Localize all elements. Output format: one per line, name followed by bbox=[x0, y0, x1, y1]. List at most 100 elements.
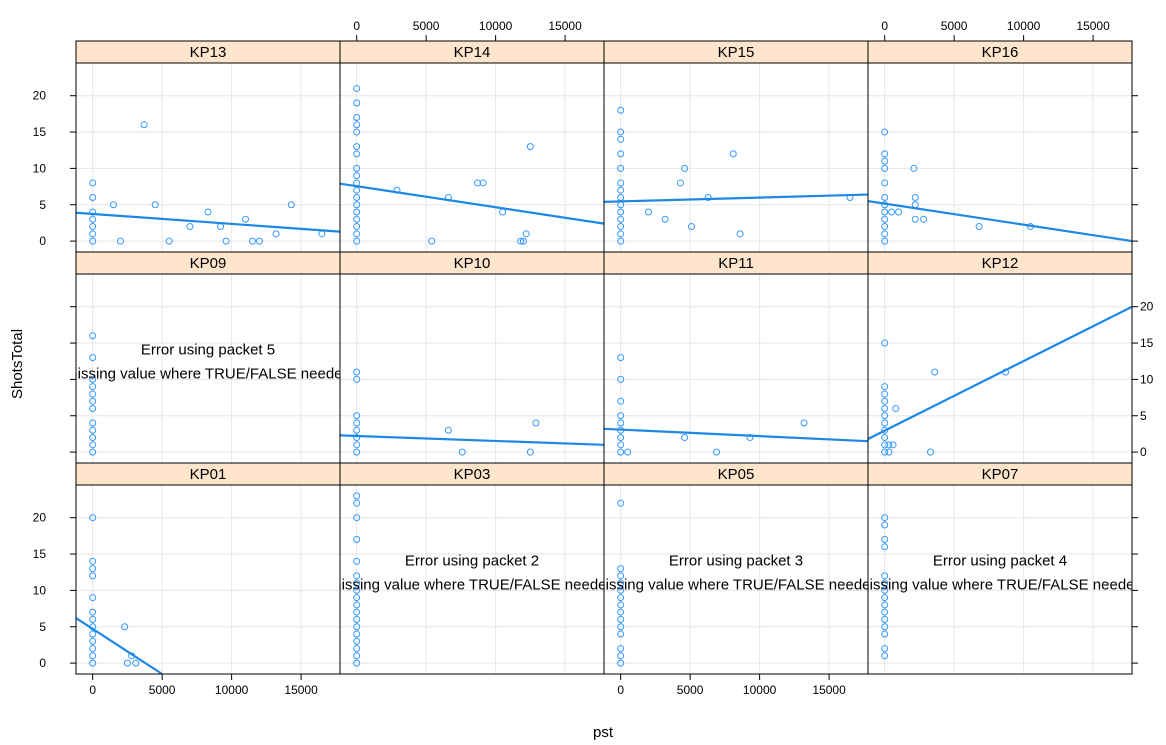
data-layer: Error using packet 5 missing value where … bbox=[76, 84, 1132, 674]
data-point bbox=[617, 645, 625, 653]
data-point bbox=[353, 193, 361, 201]
data-point bbox=[617, 215, 625, 223]
data-point bbox=[353, 164, 361, 172]
data-point bbox=[204, 208, 212, 216]
y-tick-label: 10 bbox=[33, 583, 47, 597]
data-point bbox=[617, 572, 625, 580]
data-point bbox=[353, 637, 361, 645]
data-point bbox=[89, 237, 97, 245]
data-point bbox=[617, 659, 625, 667]
regression-line bbox=[76, 211, 340, 233]
data-point bbox=[885, 448, 893, 456]
y-tick-label: 5 bbox=[1140, 409, 1147, 423]
data-point bbox=[89, 230, 97, 238]
data-point bbox=[624, 448, 632, 456]
regression-line bbox=[868, 305, 1132, 440]
data-point bbox=[617, 579, 625, 587]
data-point bbox=[881, 150, 889, 158]
error-message-title: Error using packet 3 bbox=[669, 553, 803, 570]
data-point bbox=[617, 594, 625, 602]
x-tick-label: 10000 bbox=[215, 683, 249, 697]
data-point bbox=[881, 434, 889, 442]
x-tick-label: 0 bbox=[353, 19, 360, 33]
data-point bbox=[287, 201, 295, 209]
panel-data-kp13 bbox=[76, 121, 340, 245]
x-tick-label: 0 bbox=[617, 683, 624, 697]
data-point bbox=[479, 179, 487, 187]
data-point bbox=[911, 193, 919, 201]
data-point bbox=[892, 404, 900, 412]
data-point bbox=[353, 412, 361, 420]
y-tick-label: 20 bbox=[33, 89, 47, 103]
panel-data-kp10 bbox=[340, 368, 604, 456]
data-point bbox=[881, 397, 889, 405]
panel-data-kp14 bbox=[340, 84, 604, 245]
data-point bbox=[881, 179, 889, 187]
x-tick-label: 5000 bbox=[413, 19, 440, 33]
data-point bbox=[881, 237, 889, 245]
data-point bbox=[617, 630, 625, 638]
data-point bbox=[353, 514, 361, 522]
data-point bbox=[353, 426, 361, 434]
data-point bbox=[617, 237, 625, 245]
data-point bbox=[353, 615, 361, 623]
data-point bbox=[617, 128, 625, 136]
data-point bbox=[499, 208, 507, 216]
y-tick-label: 15 bbox=[33, 547, 47, 561]
data-point bbox=[881, 601, 889, 609]
data-point bbox=[353, 441, 361, 449]
data-point bbox=[881, 448, 889, 456]
x-tick-label: 15000 bbox=[284, 683, 318, 697]
data-point bbox=[89, 608, 97, 616]
data-point bbox=[617, 615, 625, 623]
data-point bbox=[881, 419, 889, 427]
data-point bbox=[89, 397, 97, 405]
data-point bbox=[353, 623, 361, 631]
data-point bbox=[931, 368, 939, 376]
panel-frame bbox=[867, 62, 1133, 253]
data-point bbox=[353, 201, 361, 209]
x-tick-label: 10000 bbox=[479, 19, 513, 33]
data-point bbox=[895, 208, 903, 216]
data-point bbox=[353, 99, 361, 107]
data-point bbox=[617, 608, 625, 616]
data-point bbox=[353, 172, 361, 180]
regression-line bbox=[604, 427, 868, 443]
panel-frame bbox=[339, 273, 605, 464]
data-point bbox=[444, 426, 452, 434]
grid-layer bbox=[76, 63, 1132, 674]
data-point bbox=[353, 114, 361, 122]
data-point bbox=[920, 215, 928, 223]
data-point bbox=[617, 419, 625, 427]
regression-line bbox=[340, 434, 604, 446]
data-point bbox=[885, 441, 893, 449]
data-point bbox=[617, 652, 625, 660]
panel-data-kp01 bbox=[76, 514, 163, 674]
data-point bbox=[353, 215, 361, 223]
data-point bbox=[353, 368, 361, 376]
error-message-detail: missing value where TRUE/FALSE needed bbox=[593, 577, 879, 594]
data-point bbox=[89, 215, 97, 223]
data-point bbox=[89, 645, 97, 653]
data-point bbox=[165, 237, 173, 245]
data-point bbox=[353, 434, 361, 442]
data-point bbox=[353, 230, 361, 238]
data-point bbox=[353, 586, 361, 594]
error-message-detail: missing value where TRUE/FALSE needed bbox=[329, 577, 615, 594]
data-point bbox=[517, 237, 525, 245]
data-point bbox=[89, 434, 97, 442]
data-point bbox=[526, 448, 534, 456]
data-point bbox=[975, 223, 983, 231]
data-point bbox=[353, 499, 361, 507]
data-point bbox=[353, 536, 361, 544]
data-point bbox=[353, 630, 361, 638]
data-point bbox=[617, 223, 625, 231]
data-point bbox=[132, 659, 140, 667]
data-point bbox=[353, 150, 361, 158]
frame-layer: KP13 KP14 KP15 KP16 KP09 KP10 KP11 KP12 KP01 KP03… bbox=[75, 40, 1133, 675]
data-point bbox=[89, 375, 97, 383]
data-point bbox=[617, 565, 625, 573]
data-point bbox=[255, 237, 263, 245]
data-point bbox=[881, 594, 889, 602]
data-point bbox=[688, 223, 696, 231]
